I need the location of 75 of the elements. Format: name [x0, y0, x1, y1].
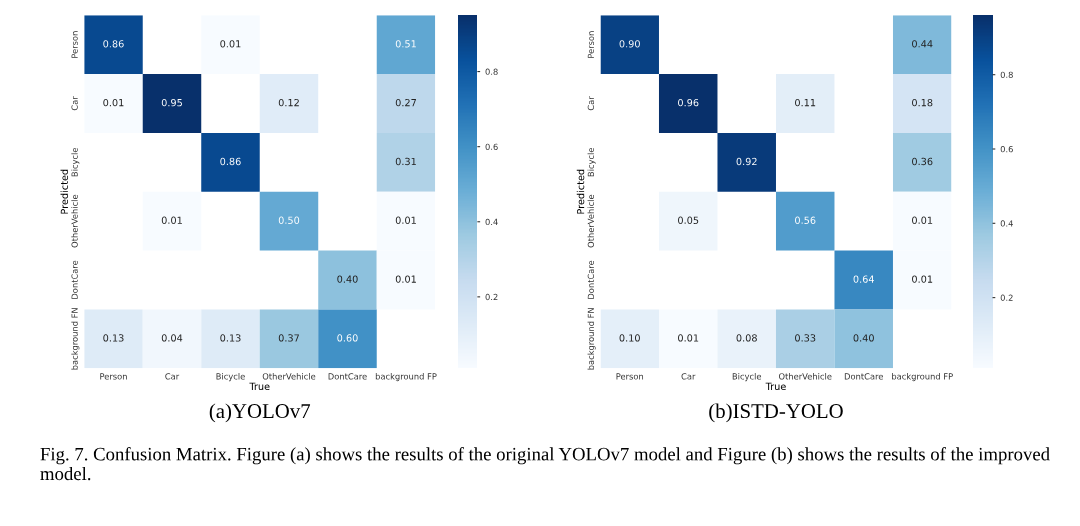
data-label: 0.60 — [337, 334, 358, 342]
x-tick-label: Person — [616, 373, 644, 380]
data-label: 0.33 — [795, 334, 816, 342]
y-tick-label: Bicycle — [587, 147, 596, 177]
y-tick-label: Car — [71, 96, 78, 111]
data-label: 0.05 — [678, 216, 699, 224]
y-tick-label: OtherVehicle — [587, 194, 594, 248]
x-tick-label: Car — [681, 373, 696, 380]
x-tick-label: background FP — [892, 373, 953, 382]
data-label: 0.36 — [912, 157, 933, 166]
x-tick-label: Bicycle — [216, 373, 245, 382]
y-tick-label: OtherVehicle — [71, 194, 78, 248]
data-label: 0.86 — [103, 40, 124, 48]
data-label: 0.37 — [278, 334, 299, 342]
data-label: 0.01 — [912, 275, 933, 283]
data-label: 0.40 — [337, 275, 358, 283]
color-bar-label: 0.4 — [1000, 220, 1013, 227]
data-label: 0.96 — [678, 98, 699, 107]
data-label: 0.04 — [161, 334, 183, 342]
data-label: 0.01 — [912, 216, 933, 224]
y-tick-label: DontCare — [71, 260, 78, 299]
color-bar-label: 0.4 — [485, 218, 498, 226]
data-label: 0.64 — [853, 275, 875, 283]
data-label: 0.50 — [278, 216, 300, 224]
data-label: 0.01 — [678, 334, 699, 342]
x-tick-label: Person — [100, 373, 127, 380]
data-label: 0.51 — [395, 40, 416, 48]
x-tick-label: background FP — [375, 373, 437, 382]
data-label: 0.12 — [278, 98, 299, 107]
data-label: 0.13 — [220, 334, 241, 342]
color-bar-label: 0.8 — [485, 68, 498, 75]
y-tick-label: DontCare — [587, 260, 594, 299]
y-tick-label: background FN — [587, 308, 596, 370]
color-bar-label: 0.2 — [485, 293, 498, 301]
y-tick-label: Person — [587, 31, 594, 58]
y-tick-label: Bicycle — [71, 147, 80, 177]
y-tick-label: Car — [587, 96, 594, 111]
color-bar-label: 0.6 — [1000, 145, 1013, 153]
data-label: 0.90 — [619, 40, 640, 48]
y-tick-label: background FN — [71, 308, 80, 370]
data-label: 0.01 — [395, 275, 416, 283]
y-axis-title: Predicted — [576, 169, 585, 214]
x-axis-title: True — [765, 382, 786, 391]
text: (a)YOLOv7 — [209, 403, 311, 423]
data-label: 0.44 — [912, 40, 933, 48]
data-label: 0.10 — [619, 334, 640, 342]
x-tick-label: Bicycle — [732, 373, 762, 382]
y-tick-label: Person — [71, 31, 78, 58]
data-label: 0.27 — [395, 98, 416, 107]
data-label: 0.92 — [736, 157, 757, 166]
data-label: 0.31 — [395, 157, 416, 166]
data-label: 0.40 — [853, 334, 874, 342]
data-label: 0.13 — [103, 334, 124, 342]
color-bar-label: 0.6 — [485, 143, 498, 150]
x-tick-label: OtherVehicle — [778, 373, 832, 380]
data-label: 0.18 — [912, 98, 933, 107]
data-label: 0.01 — [395, 216, 416, 224]
data-label: 0.86 — [220, 157, 241, 166]
data-label: 0.56 — [795, 216, 816, 224]
data-label: 0.11 — [795, 98, 816, 107]
x-tick-label: Car — [165, 373, 180, 380]
data-label: 0.01 — [161, 216, 182, 224]
data-label: 0.08 — [736, 334, 757, 342]
x-axis-title: True — [249, 382, 270, 391]
text: (b)ISTD-YOLO — [709, 403, 843, 423]
data-label: 0.95 — [161, 98, 182, 107]
x-tick-label: OtherVehicle — [262, 373, 316, 380]
data-label: 0.01 — [220, 40, 241, 48]
data-label: 0.01 — [103, 98, 124, 107]
x-tick-label: DontCare — [328, 373, 367, 380]
y-axis-title: Predicted — [60, 169, 69, 214]
color-bar-label: 0.8 — [1000, 71, 1013, 78]
x-tick-label: DontCare — [844, 373, 883, 380]
caption: Fig. 7. Confusion Matrix. Figure (a) shows the results of the original YOLOv7 model and Figure (b) shows the results of the improved model. — [40, 447, 1050, 481]
color-bar-label: 0.2 — [1000, 294, 1013, 301]
